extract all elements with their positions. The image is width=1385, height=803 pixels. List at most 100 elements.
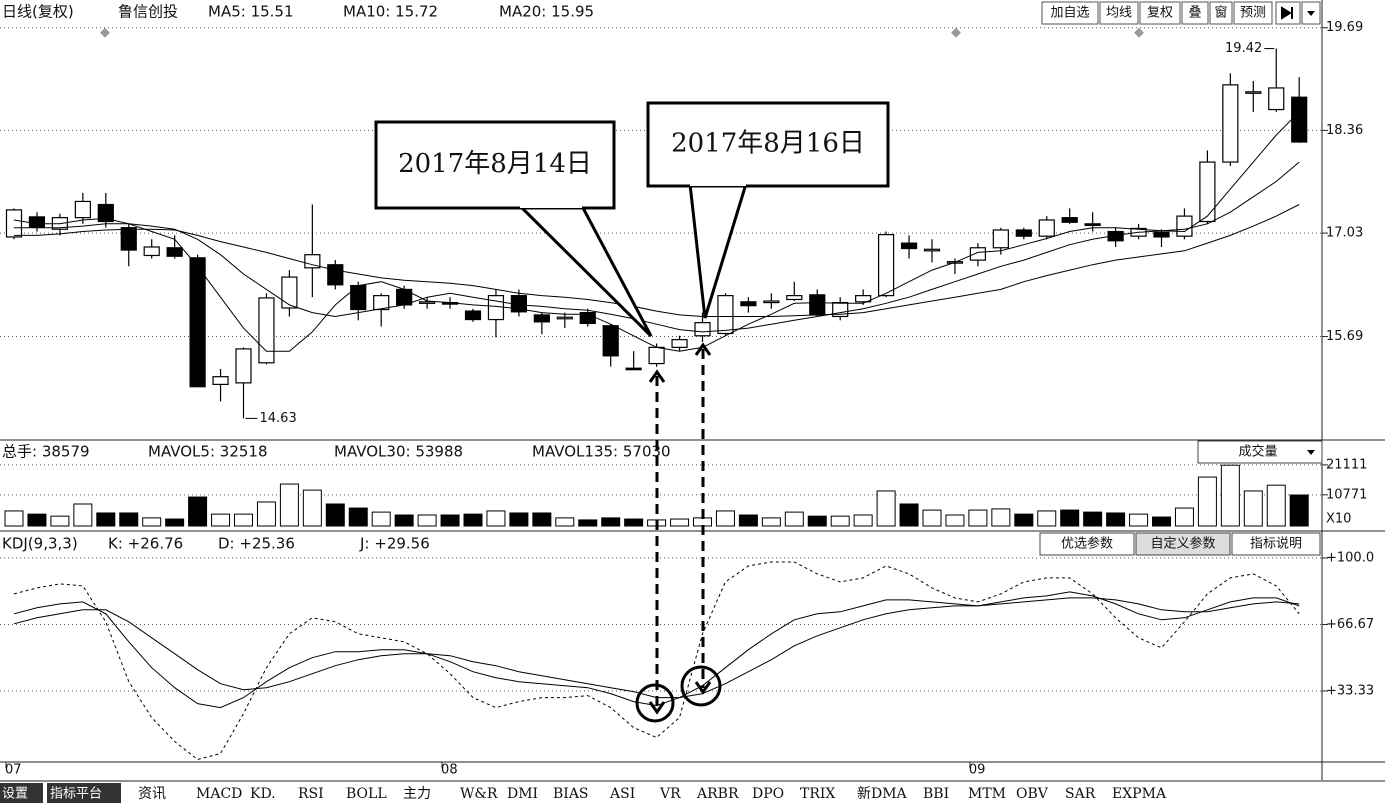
candle-body [327, 264, 344, 286]
candle-body [1061, 217, 1078, 223]
volume-bar [1266, 484, 1286, 527]
volume-bar [1197, 476, 1217, 527]
volume-bar [463, 513, 483, 527]
toolbar-box [1181, 1, 1209, 25]
legend-entry: K: +26.76 [108, 535, 183, 553]
toolbar-button[interactable]: 叠 [1188, 6, 1201, 21]
candle-body [1199, 161, 1216, 223]
toolbar-box [1099, 1, 1139, 25]
tab[interactable]: BIAS [553, 786, 589, 802]
ma-line [13, 111, 1300, 352]
volume-bar [1129, 513, 1149, 527]
toolbar-button[interactable]: 复权 [1147, 5, 1173, 21]
button-box [1039, 532, 1135, 556]
candle-body [5, 209, 23, 238]
volume-bar [1243, 490, 1263, 527]
candle-body [855, 295, 872, 303]
toolbar-box [1041, 1, 1099, 25]
callout-text: 2017年8月14日 [398, 149, 592, 179]
legend-entry: MA10: 15.72 [343, 3, 438, 21]
volume-bar [165, 518, 185, 527]
toolbar-button[interactable]: 加自选 [1050, 6, 1089, 21]
candle-body [464, 310, 482, 321]
candle-body [1015, 229, 1032, 237]
tab[interactable]: 主力 [403, 786, 431, 802]
low-label: 14.63 [260, 411, 297, 426]
highlight-circle [680, 665, 722, 707]
candle-body [28, 216, 46, 228]
tab[interactable]: VR [659, 786, 681, 802]
button-box [1231, 532, 1321, 556]
toolbar-box [1209, 1, 1233, 25]
volume-bar [371, 511, 391, 527]
candle-body [717, 295, 734, 335]
volume-bar [142, 517, 162, 527]
volume-bar [945, 514, 965, 527]
volume-bar [899, 503, 919, 527]
tab[interactable]: OBV [1016, 786, 1049, 802]
tab[interactable]: BOLL [346, 786, 387, 802]
tab[interactable]: DPO [752, 786, 784, 802]
toolbar-icon[interactable] [1281, 6, 1293, 20]
volume-bar [234, 513, 253, 527]
volume-bar [119, 512, 139, 527]
tab[interactable]: TRIX [800, 786, 835, 802]
candle-body [304, 254, 321, 269]
candle-body [235, 348, 252, 384]
indicator-value: MAVOL30: 53988 [334, 443, 463, 461]
volume-bar [1152, 516, 1171, 527]
tab[interactable]: 设置 [2, 787, 28, 802]
candle-body [1084, 223, 1101, 226]
button[interactable]: 优选参数 [1061, 536, 1113, 552]
tab[interactable]: MTM [968, 786, 1006, 802]
callout-box [374, 120, 616, 210]
button[interactable]: 自定义参数 [1150, 536, 1215, 552]
tab[interactable]: 资讯 [138, 786, 166, 802]
tab[interactable]: KD. [250, 786, 276, 802]
toolbar-button[interactable]: 窗 [1214, 5, 1227, 21]
dropdown-arrow[interactable] [1307, 11, 1315, 16]
tab[interactable]: 新DMA [857, 786, 908, 802]
y-tick-label: 10771 [1326, 487, 1367, 502]
candle-body [809, 294, 826, 316]
tab[interactable]: 指标平台 [50, 787, 102, 802]
chart-title: KDJ(9,3,3) [2, 535, 78, 553]
volume-bar [509, 512, 529, 527]
button[interactable]: 指标说明 [1250, 537, 1302, 552]
tab[interactable]: ARBR [696, 786, 739, 802]
volume-bar [555, 517, 575, 527]
arrow-head [648, 701, 666, 715]
volume-bar [486, 510, 506, 527]
toolbar-box [1233, 1, 1273, 25]
volume-bar [256, 501, 276, 527]
y-tick-label: +66.67 [1326, 617, 1374, 632]
toolbar-box [1139, 1, 1181, 25]
tab[interactable]: SAR [1065, 786, 1096, 802]
volume-bar [601, 517, 621, 527]
dropdown-arrow [1307, 450, 1315, 455]
stock-name: 鲁信创投 [118, 3, 178, 21]
button-box [1135, 532, 1231, 556]
volume-bar [738, 514, 758, 527]
volume-bar [1289, 494, 1309, 527]
toolbar-button[interactable]: 均线 [1106, 6, 1132, 21]
x-tick-label: 07 [5, 763, 22, 778]
selector[interactable]: 成交量 [1238, 444, 1277, 460]
tab[interactable]: W&R [460, 786, 498, 802]
tab[interactable]: DMI [507, 786, 538, 802]
volume-bar [830, 515, 850, 527]
tab[interactable]: MACD [196, 786, 242, 802]
toolbar-button[interactable]: 预测 [1240, 6, 1266, 21]
candle-body [602, 325, 619, 357]
tab[interactable]: ASI [609, 786, 635, 802]
ma-line [14, 204, 1300, 317]
y-tick-label: 19.69 [1326, 20, 1363, 35]
candle-body [1038, 219, 1055, 237]
y-tick-label: +100.0 [1326, 550, 1374, 565]
volume-bar [4, 510, 24, 527]
volume-bar [876, 490, 896, 527]
tab[interactable]: RSI [298, 786, 324, 802]
tab[interactable]: EXPMA [1112, 786, 1167, 802]
tab[interactable]: BBI [923, 786, 949, 802]
chart-title: 日线(复权) [2, 3, 74, 21]
